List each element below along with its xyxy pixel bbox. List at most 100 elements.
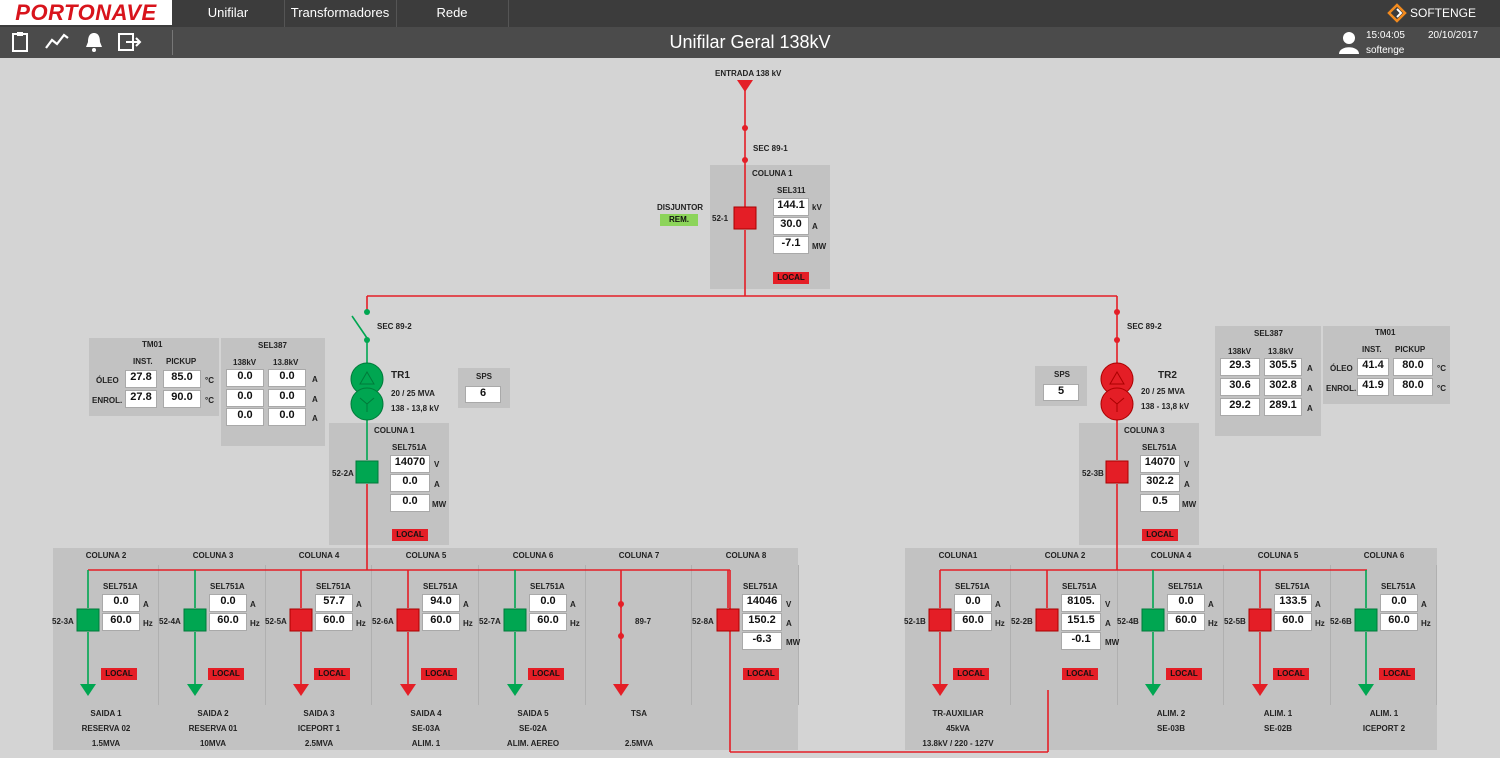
unit-label: MW <box>1182 500 1197 509</box>
tr2-sel387-r3-13: 289.1 <box>1264 398 1302 416</box>
feeder-breaker-label: 52-6A <box>372 617 394 626</box>
tr1-sel387-r1-138: 0.0 <box>226 369 264 387</box>
unit-label: A <box>1208 600 1214 609</box>
feeder-measure-value: 60.0 <box>1167 613 1205 631</box>
feeder-local-button[interactable]: LOCAL <box>1062 668 1098 680</box>
feeder-name-label: ALIM. 2 <box>1156 709 1186 718</box>
feeder-local-button[interactable]: LOCAL <box>1273 668 1309 680</box>
unit-label: Hz <box>356 619 366 628</box>
unit-label: MW <box>786 638 801 647</box>
tr2-sel387-r1-13: 305.5 <box>1264 358 1302 376</box>
unit-label: A <box>356 600 362 609</box>
tr2-coluna-mw-value: 0.5 <box>1140 494 1180 512</box>
right-feeders-panel <box>905 548 1437 750</box>
entrada-arrow <box>737 80 753 92</box>
toolbar <box>0 27 1500 58</box>
breaker-52-3b-label: 52-3B <box>1082 469 1104 478</box>
menu-unifilar[interactable]: Unifilar <box>172 0 285 27</box>
feeder-local-button[interactable]: LOCAL <box>1379 668 1415 680</box>
unit-label: A <box>570 600 576 609</box>
tr1-coluna-local-button[interactable]: LOCAL <box>392 529 428 541</box>
feeder-local-button[interactable]: LOCAL <box>101 668 137 680</box>
tr1-sec-89-2-label: SEC 89-2 <box>377 322 412 331</box>
feeder-divider <box>798 565 799 705</box>
feeder-name-label: SAIDA 2 <box>197 709 229 718</box>
feeder-measure-value: 0.0 <box>1167 594 1205 612</box>
feeder-relay-label: SEL751A <box>1168 582 1203 591</box>
feeder-local-button[interactable]: LOCAL <box>421 668 457 680</box>
feeder-local-button[interactable]: LOCAL <box>314 668 350 680</box>
menu-transformadores[interactable]: Transformadores <box>284 0 397 27</box>
softenge-logo-icon <box>1387 3 1407 23</box>
coluna1-relay: SEL311 <box>777 186 806 195</box>
unit-label: A <box>1184 480 1190 489</box>
feeder-relay-label: SEL751A <box>743 582 778 591</box>
feeder-name-label: SAIDA 1 <box>90 709 122 718</box>
feeder-description-label: SE-02A <box>518 724 547 733</box>
feeder-local-button[interactable]: LOCAL <box>1166 668 1202 680</box>
feeder-measure-value: 60.0 <box>1380 613 1418 631</box>
feeder-local-button[interactable]: LOCAL <box>953 668 989 680</box>
feeder-measure-value: 60.0 <box>422 613 460 631</box>
page-title: Unifilar Geral 138kV <box>669 32 831 52</box>
tr2-oleo-label: ÓLEO <box>1330 364 1353 373</box>
feeder-divider <box>1117 565 1118 705</box>
unit-label: V <box>786 600 792 609</box>
feeder-breaker-label: 52-3A <box>52 617 74 626</box>
feeder-local-button[interactable]: LOCAL <box>743 668 779 680</box>
feeder-name-label: SAIDA 4 <box>410 709 442 718</box>
trend-icon[interactable] <box>44 31 70 53</box>
remote-status-badge[interactable]: REM. <box>660 214 698 226</box>
tr2-sel387-r1-138: 29.3 <box>1220 358 1260 376</box>
feeder-column-title: COLUNA 2 <box>1044 551 1086 560</box>
feeder-divider <box>1223 565 1224 705</box>
feeder-local-button[interactable]: LOCAL <box>528 668 564 680</box>
tr1-sel387-r1-13: 0.0 <box>268 369 306 387</box>
tr1-sel387-r2-13: 0.0 <box>268 389 306 407</box>
unit-label: °C <box>1437 384 1446 393</box>
unit-label: V <box>434 460 440 469</box>
feeder-measure-value: 0.0 <box>102 594 140 612</box>
tr1-oleo-label: ÓLEO <box>96 376 119 385</box>
feeder-divider <box>265 565 266 705</box>
unit-label: A <box>143 600 149 609</box>
tr1-tm01-pickup-header: PICKUP <box>166 357 197 366</box>
feeder-description-label: SE-02B <box>1263 724 1292 733</box>
feeder-divider <box>1330 565 1331 705</box>
menu-rede[interactable]: Rede <box>396 0 509 27</box>
tr2-sel387-r2-13: 302.8 <box>1264 378 1302 396</box>
unit-label: Hz <box>1421 619 1431 628</box>
tr2-sel387-13-header: 13.8kV <box>1268 347 1294 356</box>
entrada-label: ENTRADA 138 kV <box>715 69 782 78</box>
tr2-coluna-panel <box>1079 423 1199 545</box>
feeder-divider <box>371 565 372 705</box>
feeder-rating-label: 2.5MVA <box>624 739 654 748</box>
tr2-coluna-local-button[interactable]: LOCAL <box>1142 529 1178 541</box>
tr2-sel387-r3-138: 29.2 <box>1220 398 1260 416</box>
breaker-52-2a-label: 52-2A <box>332 469 354 478</box>
unit-label: kV <box>812 203 822 212</box>
feeder-divider <box>1436 565 1437 705</box>
feeder-divider <box>585 565 586 705</box>
bell-icon[interactable] <box>81 31 107 53</box>
tr1-name: TR1 <box>391 370 410 381</box>
unit-label: A <box>1105 619 1111 628</box>
feeder-local-button[interactable]: LOCAL <box>208 668 244 680</box>
feeder-rating-label: ALIM. AEREO <box>506 739 560 748</box>
feeder-column-title: COLUNA 6 <box>512 551 554 560</box>
unit-label: °C <box>1437 364 1446 373</box>
feeder-measure-value: 60.0 <box>1274 613 1312 631</box>
logout-icon[interactable] <box>116 31 142 53</box>
unit-label: Hz <box>570 619 580 628</box>
feeder-description-label: ICEPORT 2 <box>1362 724 1406 733</box>
unit-label: MW <box>812 242 827 251</box>
clipboard-icon[interactable] <box>8 31 34 53</box>
feeder-measure-value: 133.5 <box>1274 594 1312 612</box>
feeder-breaker-label: 89-7 <box>635 617 652 626</box>
feeder-column-title: COLUNA 3 <box>192 551 234 560</box>
feeder-name-label: SAIDA 3 <box>303 709 335 718</box>
feeder-description-label: SE-03A <box>411 724 440 733</box>
coluna1-local-button[interactable]: LOCAL <box>773 272 809 284</box>
unit-label: MW <box>1105 638 1120 647</box>
feeder-name-label: ALIM. 1 <box>1369 709 1399 718</box>
